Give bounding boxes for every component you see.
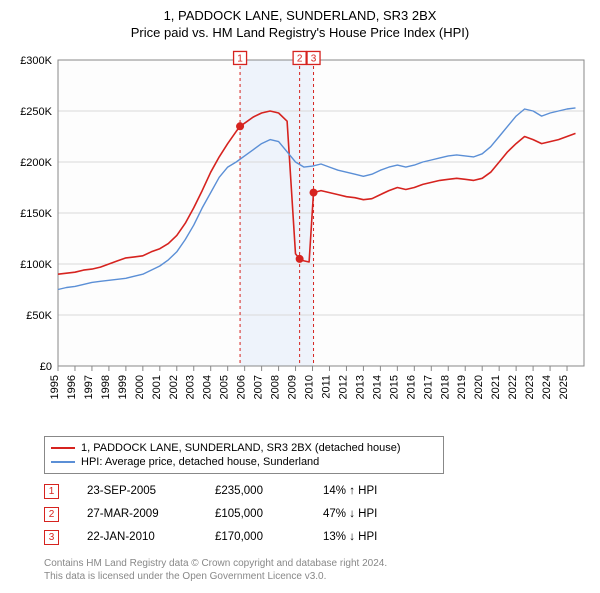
svg-text:2015: 2015 [388, 375, 400, 399]
sales-table: 1 23-SEP-2005 £235,000 14% ↑ HPI 2 27-MA… [44, 480, 590, 549]
legend-item-red: 1, PADDOCK LANE, SUNDERLAND, SR3 2BX (de… [51, 441, 437, 455]
svg-text:2023: 2023 [524, 375, 536, 399]
svg-text:1998: 1998 [100, 375, 112, 399]
svg-text:2006: 2006 [236, 375, 248, 399]
sale-marker-3: 3 [44, 530, 59, 545]
sales-row: 3 22-JAN-2010 £170,000 13% ↓ HPI [44, 526, 590, 549]
svg-text:1999: 1999 [117, 375, 129, 399]
title-line-1: 1, PADDOCK LANE, SUNDERLAND, SR3 2BX [10, 8, 590, 25]
sale-date: 22-JAN-2010 [87, 531, 187, 543]
svg-text:£150K: £150K [20, 208, 52, 220]
svg-text:2022: 2022 [507, 375, 519, 399]
legend-label-blue: HPI: Average price, detached house, Sund… [81, 456, 319, 468]
sale-marker-1: 1 [44, 484, 59, 499]
sales-row: 1 23-SEP-2005 £235,000 14% ↑ HPI [44, 480, 590, 503]
svg-text:2012: 2012 [337, 375, 349, 399]
svg-text:2001: 2001 [151, 375, 163, 399]
sale-marker-2: 2 [44, 507, 59, 522]
sale-date: 23-SEP-2005 [87, 485, 187, 497]
svg-text:2011: 2011 [320, 375, 332, 399]
legend-swatch-blue [51, 461, 75, 463]
sales-row: 2 27-MAR-2009 £105,000 47% ↓ HPI [44, 503, 590, 526]
svg-text:2021: 2021 [490, 375, 502, 399]
svg-text:1996: 1996 [66, 375, 78, 399]
svg-text:2013: 2013 [354, 375, 366, 399]
page-container: 1, PADDOCK LANE, SUNDERLAND, SR3 2BX Pri… [0, 0, 600, 593]
chart-title: 1, PADDOCK LANE, SUNDERLAND, SR3 2BX Pri… [10, 8, 590, 42]
sale-date: 27-MAR-2009 [87, 508, 187, 520]
svg-text:2010: 2010 [304, 375, 316, 399]
svg-text:£100K: £100K [20, 259, 52, 271]
svg-text:£50K: £50K [26, 310, 52, 322]
svg-text:2008: 2008 [270, 375, 282, 399]
svg-text:£250K: £250K [20, 106, 52, 118]
sale-hpi: 47% ↓ HPI [323, 508, 433, 520]
svg-text:2017: 2017 [422, 375, 434, 399]
svg-text:2007: 2007 [253, 375, 265, 399]
sale-price: £235,000 [215, 485, 295, 497]
legend: 1, PADDOCK LANE, SUNDERLAND, SR3 2BX (de… [44, 436, 444, 474]
sale-hpi: 14% ↑ HPI [323, 485, 433, 497]
svg-text:2000: 2000 [134, 375, 146, 399]
footer-line-2: This data is licensed under the Open Gov… [44, 570, 590, 583]
svg-text:2: 2 [297, 53, 303, 64]
footer-line-1: Contains HM Land Registry data © Crown c… [44, 557, 590, 570]
svg-text:£200K: £200K [20, 157, 52, 169]
svg-text:2016: 2016 [405, 375, 417, 399]
sale-price: £170,000 [215, 531, 295, 543]
svg-text:£300K: £300K [20, 55, 52, 67]
svg-text:2003: 2003 [185, 375, 197, 399]
svg-text:2020: 2020 [473, 375, 485, 399]
svg-text:1997: 1997 [83, 375, 95, 399]
svg-text:3: 3 [311, 53, 317, 64]
legend-item-blue: HPI: Average price, detached house, Sund… [51, 455, 437, 469]
svg-text:2014: 2014 [371, 375, 383, 399]
svg-text:2009: 2009 [287, 375, 299, 399]
footer-note: Contains HM Land Registry data © Crown c… [44, 557, 590, 583]
svg-text:2005: 2005 [219, 375, 231, 399]
sale-price: £105,000 [215, 508, 295, 520]
legend-swatch-red [51, 447, 75, 449]
svg-text:2019: 2019 [456, 375, 468, 399]
svg-text:1: 1 [237, 53, 243, 64]
svg-text:2024: 2024 [541, 375, 553, 399]
svg-text:£0: £0 [40, 361, 52, 373]
line-chart-svg: £0 £50K £100K £150K £200K £250K £300K 1995 1996 1… [10, 50, 590, 430]
svg-text:2025: 2025 [558, 375, 570, 399]
svg-text:2002: 2002 [168, 375, 180, 399]
svg-text:2004: 2004 [202, 375, 214, 399]
svg-text:2018: 2018 [439, 375, 451, 399]
sale-hpi: 13% ↓ HPI [323, 531, 433, 543]
legend-label-red: 1, PADDOCK LANE, SUNDERLAND, SR3 2BX (de… [81, 442, 401, 454]
chart-area: £0 £50K £100K £150K £200K £250K £300K 1995 1996 1… [10, 50, 590, 430]
title-line-2: Price paid vs. HM Land Registry's House … [10, 25, 590, 42]
svg-text:1995: 1995 [49, 375, 61, 399]
